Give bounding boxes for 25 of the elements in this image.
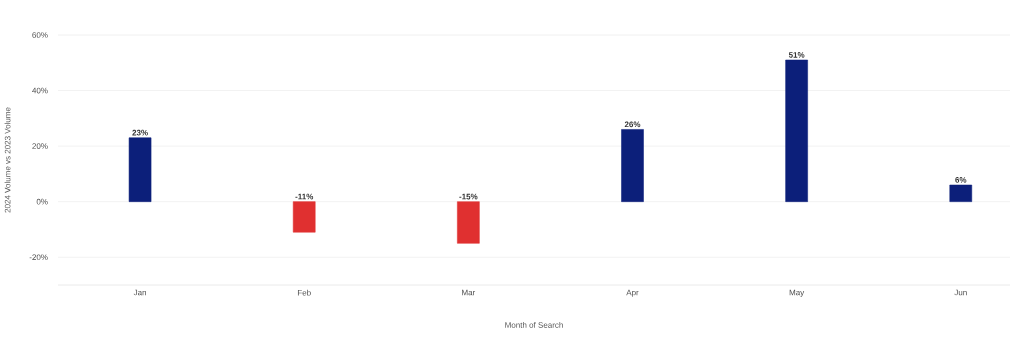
x-tick-label: Mar [462,289,476,296]
x-tick-label: Jun [954,289,967,296]
bar [621,129,644,202]
data-label: -15% [459,193,478,200]
y-tick-label: 20% [32,143,48,149]
data-label: 23% [132,129,148,136]
bar [949,184,973,202]
y-tick-label: 40% [32,87,48,94]
x-tick-label: Apr [626,289,639,297]
bar [785,59,808,202]
x-tick-label: Feb [297,289,311,296]
x-tick-label: May [789,289,805,297]
data-label: -11% [295,193,314,200]
x-tick-label: Jan [133,289,146,296]
y-tick-label: -20% [29,254,48,261]
bar [128,137,152,202]
bar [292,201,316,233]
y-axis-title: 2024 Volume vs 2023 Volume [4,107,11,213]
bar [457,201,480,244]
data-label: 51% [788,52,805,58]
data-label: 26% [624,121,641,128]
y-tick-label: 60% [32,32,48,38]
y-tick-label: 0% [36,198,48,205]
data-label: 6% [955,177,967,183]
x-axis-title: Month of Search [505,322,563,328]
